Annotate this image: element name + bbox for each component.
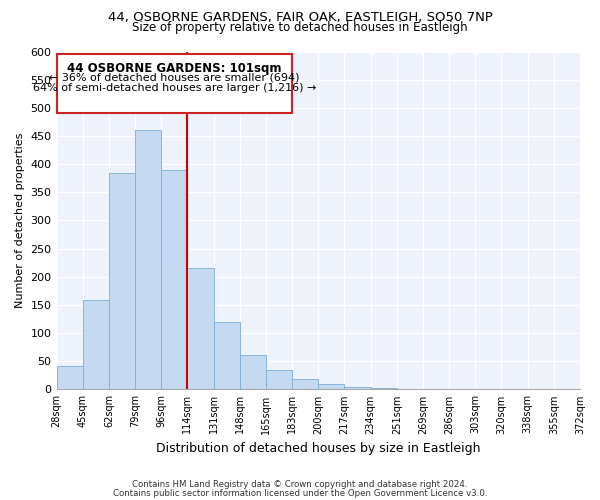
Text: 44, OSBORNE GARDENS, FAIR OAK, EASTLEIGH, SO50 7NP: 44, OSBORNE GARDENS, FAIR OAK, EASTLEIGH… (107, 11, 493, 24)
Bar (423, 389, 449, 390)
Bar (135, 130, 161, 390)
Bar (161, 170, 187, 390)
Text: ← 36% of detached houses are smaller (694): ← 36% of detached houses are smaller (69… (49, 72, 299, 83)
Bar (318, 384, 344, 390)
Text: 44 OSBORNE GARDENS: 101sqm: 44 OSBORNE GARDENS: 101sqm (67, 62, 281, 74)
Bar (397, 389, 423, 390)
Bar (266, 370, 292, 390)
X-axis label: Distribution of detached houses by size in Eastleigh: Distribution of detached houses by size … (156, 442, 481, 455)
Y-axis label: Number of detached properties: Number of detached properties (15, 133, 25, 308)
Text: Size of property relative to detached houses in Eastleigh: Size of property relative to detached ho… (132, 22, 468, 35)
Bar (292, 380, 318, 390)
Bar (344, 386, 371, 390)
Bar (240, 354, 266, 390)
Text: Contains HM Land Registry data © Crown copyright and database right 2024.: Contains HM Land Registry data © Crown c… (132, 480, 468, 489)
Bar (83, 300, 109, 390)
Bar (371, 388, 397, 390)
FancyBboxPatch shape (56, 54, 292, 114)
Text: Contains public sector information licensed under the Open Government Licence v3: Contains public sector information licen… (113, 488, 487, 498)
Bar (56, 366, 83, 390)
Bar (187, 268, 214, 390)
Bar (109, 172, 135, 390)
Bar (214, 322, 240, 390)
Text: 64% of semi-detached houses are larger (1,216) →: 64% of semi-detached houses are larger (… (32, 83, 316, 93)
